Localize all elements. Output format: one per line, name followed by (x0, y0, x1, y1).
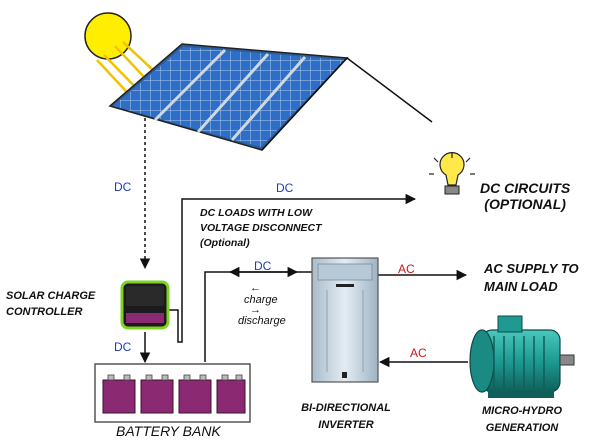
sun-icon (84, 12, 171, 105)
dc-loads-line2: VOLTAGE DISCONNECT (200, 222, 322, 235)
charge-controller-icon (120, 280, 170, 330)
inverter-icon (311, 257, 379, 383)
ac-label-out: AC (398, 262, 415, 276)
dc-label-top: DC (276, 181, 294, 195)
ac-supply-label: AC SUPPLY TO MAIN LOAD (484, 260, 579, 296)
ac-supply-line1: AC SUPPLY TO (484, 261, 579, 276)
ac-label-in: AC (410, 346, 427, 360)
inverter-line1: BI-DIRECTIONAL (301, 402, 391, 414)
hydro-line2: GENERATION (485, 421, 559, 434)
battery-bank-label: BATTERY BANK (116, 423, 221, 439)
ac-supply-line2: MAIN LOAD (484, 279, 558, 295)
dc-label-inverter: DC (254, 259, 272, 273)
dc-circuits-subtitle: (OPTIONAL) (484, 196, 566, 213)
dc-loads-line1: DC LOADS WITH LOW (200, 207, 312, 219)
charge-arrow: ← (250, 282, 261, 294)
dc-label-panel: DC (114, 180, 132, 194)
hydro-line1: MICRO-HYDRO (481, 405, 563, 417)
inverter-line2: INVERTER (318, 419, 374, 432)
discharge-arrow: → (250, 304, 261, 316)
inverter-label: BI-DIRECTIONAL INVERTER (286, 400, 406, 434)
solar-panel-icon (108, 43, 433, 151)
dc-circuits-title: DC CIRCUITS (480, 180, 571, 196)
dc-label-controller: DC (114, 340, 132, 354)
light-bulb-icon (429, 152, 475, 195)
dc-loads-line3: (Optional) (200, 237, 250, 250)
controller-to-dc-circuits-wire (168, 193, 417, 343)
charge-label: charge (244, 294, 278, 306)
dc-loads-label: DC LOADS WITH LOW VOLTAGE DISCONNECT (Op… (200, 206, 322, 252)
micro-hydro-label: MICRO-HYDRO GENERATION (462, 403, 582, 436)
motor-generator-icon (469, 315, 575, 398)
discharge-label: discharge (238, 315, 286, 327)
dc-circuits-label: DC CIRCUITS (OPTIONAL) (480, 180, 570, 212)
solar-charge-line1: SOLAR CHARGE (6, 290, 96, 302)
wiring (139, 118, 468, 368)
solar-charge-line2: CONTROLLER (6, 305, 83, 318)
battery-icon (94, 363, 251, 423)
solar-charge-controller-label: SOLAR CHARGE CONTROLLER (6, 289, 95, 321)
